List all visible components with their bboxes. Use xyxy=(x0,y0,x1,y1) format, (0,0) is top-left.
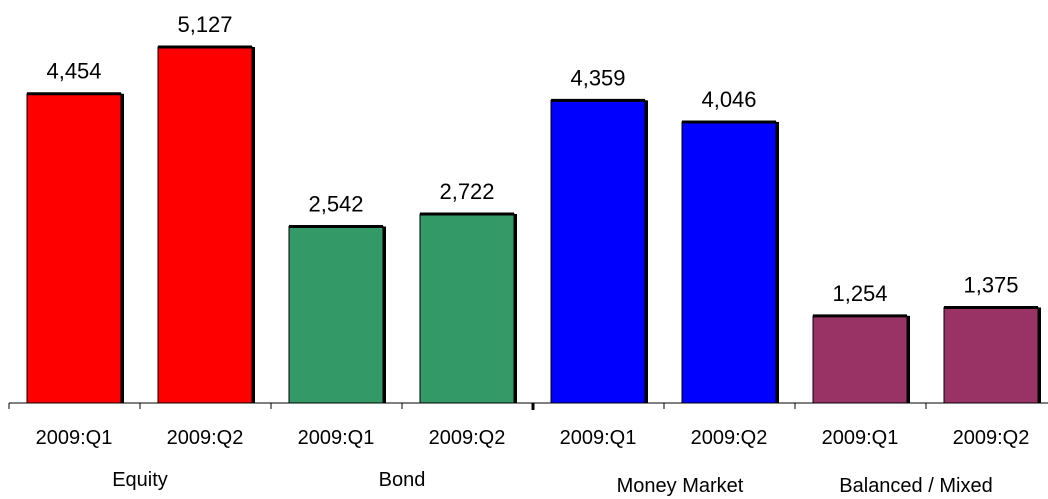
bars-layer xyxy=(26,45,1041,404)
tick-label: 2009:Q2 xyxy=(953,427,1030,449)
group-label: Equity xyxy=(112,469,168,491)
group-label: Bond xyxy=(379,469,426,491)
bar xyxy=(550,99,646,404)
data-label: 2,542 xyxy=(308,191,363,216)
tick-label: 2009:Q2 xyxy=(167,427,244,449)
data-label: 4,359 xyxy=(570,65,625,90)
tick-label: 2009:Q2 xyxy=(691,427,768,449)
bar xyxy=(288,225,384,404)
bar xyxy=(812,315,908,404)
bar xyxy=(26,93,122,404)
data-label: 4,046 xyxy=(701,87,756,112)
data-label: 4,454 xyxy=(46,59,101,84)
labels-layer: 4,454 2009:Q1 5,127 2009:Q2 Equity 2,542 2009:… xyxy=(36,12,1030,497)
tick-label: 2009:Q1 xyxy=(560,427,637,449)
data-label: 2,722 xyxy=(439,179,494,204)
bar xyxy=(419,213,515,404)
group-label: Money Market xyxy=(617,475,744,497)
data-label: 1,254 xyxy=(832,281,887,306)
data-label: 1,375 xyxy=(963,273,1018,298)
x-axis xyxy=(8,402,1048,410)
tick-label: 2009:Q1 xyxy=(298,427,375,449)
data-label: 5,127 xyxy=(177,12,232,37)
tick-label: 2009:Q1 xyxy=(822,427,899,449)
bar xyxy=(681,121,777,404)
bar xyxy=(157,46,253,404)
bar xyxy=(943,307,1039,404)
group-label: Balanced / Mixed xyxy=(839,475,992,497)
tick-label: 2009:Q2 xyxy=(429,427,506,449)
tick-label: 2009:Q1 xyxy=(36,427,113,449)
